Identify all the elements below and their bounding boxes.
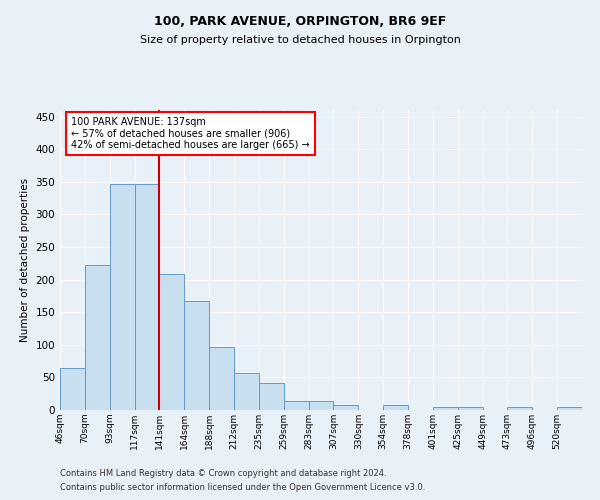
Bar <box>60 368 85 410</box>
Text: Size of property relative to detached houses in Orpington: Size of property relative to detached ho… <box>140 35 460 45</box>
Y-axis label: Number of detached properties: Number of detached properties <box>20 178 30 342</box>
Bar <box>433 406 458 410</box>
Text: Contains HM Land Registry data © Crown copyright and database right 2024.: Contains HM Land Registry data © Crown c… <box>60 468 386 477</box>
Bar <box>184 301 209 410</box>
Bar <box>508 406 532 410</box>
Text: 100 PARK AVENUE: 137sqm
← 57% of detached houses are smaller (906)
42% of semi-d: 100 PARK AVENUE: 137sqm ← 57% of detache… <box>71 116 310 150</box>
Bar <box>383 406 408 410</box>
Bar <box>110 184 134 410</box>
Bar <box>308 401 334 410</box>
Bar <box>284 401 308 410</box>
Bar <box>209 346 234 410</box>
Bar <box>85 265 110 410</box>
Text: Contains public sector information licensed under the Open Government Licence v3: Contains public sector information licen… <box>60 484 425 492</box>
Bar <box>234 373 259 410</box>
Bar <box>259 382 284 410</box>
Bar <box>458 408 482 410</box>
Bar <box>134 184 160 410</box>
Bar <box>160 274 184 410</box>
Bar <box>334 406 358 410</box>
Bar <box>557 408 582 410</box>
Text: 100, PARK AVENUE, ORPINGTON, BR6 9EF: 100, PARK AVENUE, ORPINGTON, BR6 9EF <box>154 15 446 28</box>
